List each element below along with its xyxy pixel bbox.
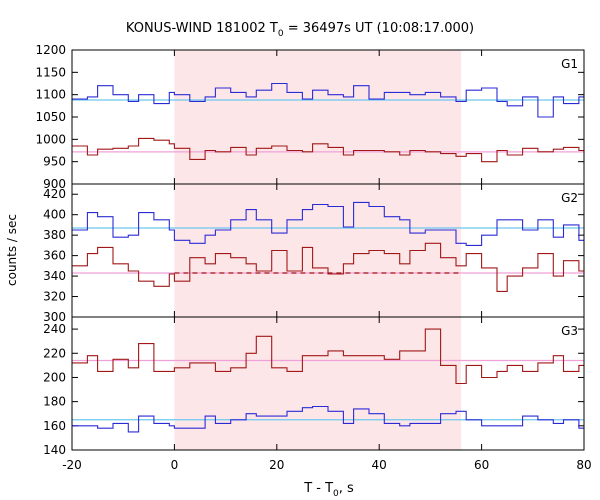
x-tick-label: 60 <box>474 458 489 472</box>
y-axis-label: counts / sec <box>5 214 19 286</box>
y-tick-label: 1100 <box>35 88 66 102</box>
y-tick-label: 360 <box>43 249 66 263</box>
panel-frame <box>71 316 585 451</box>
y-tick-label: 1150 <box>35 65 66 79</box>
x-tick-label: 20 <box>269 458 284 472</box>
y-tick-label: 400 <box>43 208 66 222</box>
y-tick-label: 320 <box>43 290 66 304</box>
y-tick-label: 950 <box>43 155 66 169</box>
y-tick-label: 900 <box>43 177 66 191</box>
y-tick-label: 140 <box>43 443 66 457</box>
panel-label: G2 <box>561 191 578 205</box>
y-tick-label: 1200 <box>35 43 66 57</box>
panel-g1: 900 950 1000 1050 1100 1150 1200 G1 <box>35 43 585 191</box>
plot-area: 900 950 1000 1050 1100 1150 1200 G1 300 320 340 360… <box>35 43 591 472</box>
y-tick-label: 1050 <box>35 110 66 124</box>
panel-label: G1 <box>561 57 578 71</box>
x-tick-label: 40 <box>372 458 387 472</box>
y-tick-label: 180 <box>43 395 66 409</box>
series-1-step-line <box>72 82 584 118</box>
x-tick-label: -20 <box>62 458 82 472</box>
x-tick-label: 80 <box>576 458 591 472</box>
y-tick-label: 200 <box>43 370 66 384</box>
series-1-step-line <box>72 328 584 385</box>
y-tick-label: 1000 <box>35 132 66 146</box>
y-tick-label: 300 <box>43 310 66 324</box>
y-tick-label: 380 <box>43 228 66 242</box>
series-2-step-line <box>72 405 584 433</box>
series-2-step-line <box>72 137 584 163</box>
series-1-step-line <box>72 201 584 246</box>
x-axis-label: T - T0, s <box>303 481 354 499</box>
panel-g2: 300 320 340 360 380 400 420 G2 <box>43 183 585 324</box>
y-tick-label: 420 <box>43 187 66 201</box>
y-tick-label: 240 <box>43 322 66 336</box>
panel-label: G3 <box>561 324 578 338</box>
series-2-step-line <box>72 242 584 292</box>
y-tick-label: 160 <box>43 419 66 433</box>
y-tick-label: 220 <box>43 346 66 360</box>
chart-title: KONUS-WIND 181002 T0 = 36497s UT (10:08:… <box>126 21 474 39</box>
x-tick-label: 0 <box>171 458 179 472</box>
panel-g3: 140 160 180 200 220 240 G3 <box>43 316 585 457</box>
y-tick-label: 340 <box>43 269 66 283</box>
